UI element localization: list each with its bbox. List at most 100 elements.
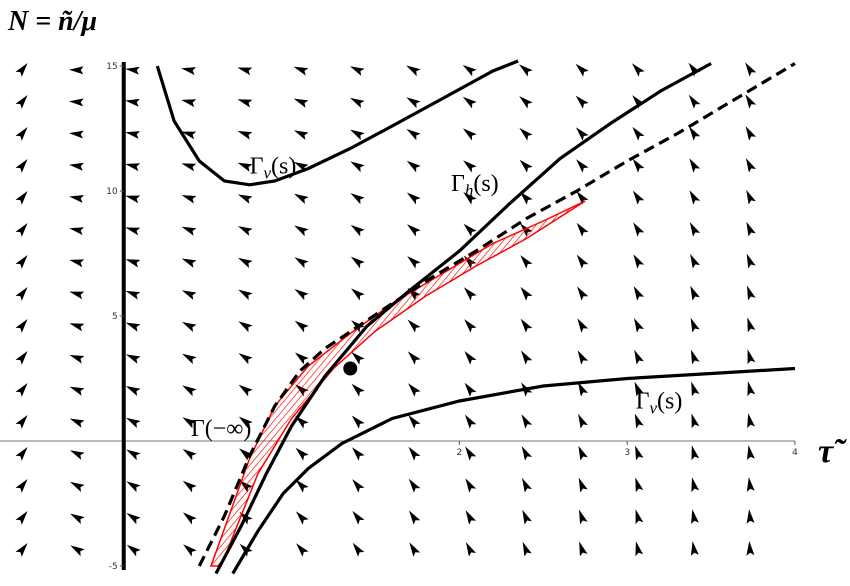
curve-label: Γh(s) (451, 171, 499, 200)
field-arrow (126, 449, 141, 461)
field-arrow (237, 194, 253, 204)
field-arrow (69, 259, 85, 268)
field-arrow (522, 477, 532, 493)
field-arrow (465, 478, 477, 493)
y-tick-label: 10 (106, 187, 118, 197)
field-arrow (352, 479, 365, 493)
field-arrow (126, 513, 141, 525)
field-arrow (182, 480, 197, 493)
field-arrow (125, 195, 141, 204)
field-arrow (125, 98, 140, 107)
curve-1 (155, 59, 519, 187)
field-arrow (15, 383, 28, 397)
field-arrow (238, 321, 253, 333)
field-arrow (578, 477, 588, 493)
field-arrow (408, 415, 421, 429)
axes: 2 3 4 -5 5 10 15 (0, 62, 798, 572)
field-arrow (746, 541, 755, 556)
field-arrow (69, 162, 84, 171)
field-arrow (182, 353, 197, 365)
field-arrow (689, 126, 701, 141)
field-arrow (462, 128, 477, 141)
field-arrow (407, 224, 421, 237)
field-arrow (351, 383, 365, 397)
field-arrow (69, 355, 85, 364)
field-arrow (689, 222, 701, 237)
x-tick-label: 4 (792, 448, 798, 458)
field-arrow (465, 542, 476, 557)
field-arrow (691, 509, 699, 524)
field-arrow (125, 66, 140, 75)
field-arrow (578, 445, 588, 461)
field-arrow (182, 417, 197, 429)
field-arrow (294, 257, 309, 269)
field-arrow (350, 161, 365, 173)
field-arrow (579, 509, 588, 525)
curve-2 (214, 62, 712, 575)
field-arrow (464, 414, 477, 429)
field-arrow (745, 126, 757, 141)
field-arrow (462, 96, 477, 109)
field-arrow (238, 289, 253, 301)
field-arrow (238, 384, 253, 397)
field-arrow (15, 415, 28, 429)
field-arrow (70, 513, 85, 525)
field-arrow (126, 544, 141, 557)
field-arrow (181, 258, 197, 268)
field-arrow (632, 63, 645, 77)
field-arrow (634, 349, 644, 365)
field-arrow (688, 94, 701, 109)
field-arrow (746, 189, 756, 205)
field-arrow (15, 287, 28, 301)
vector-field (15, 62, 757, 557)
field-arrow (237, 99, 253, 108)
field-arrow (578, 413, 588, 429)
field-arrow (408, 478, 421, 493)
field-arrow (688, 62, 701, 77)
field-arrow (295, 479, 309, 493)
field-arrow (182, 512, 197, 525)
field-arrow (463, 192, 477, 205)
field-arrow (691, 381, 700, 397)
field-arrow (293, 162, 309, 172)
field-arrow (15, 255, 28, 269)
field-arrow (125, 259, 141, 268)
field-arrow (746, 253, 756, 269)
field-arrow (575, 127, 589, 141)
field-arrow (69, 130, 84, 139)
field-arrow (237, 131, 253, 140)
field-arrow (352, 542, 365, 557)
field-arrow (239, 448, 253, 461)
field-arrow (181, 67, 197, 75)
fixed-point (343, 361, 358, 376)
field-arrow (632, 126, 645, 141)
field-arrow (691, 413, 700, 429)
field-arrow (635, 541, 644, 557)
field-arrow (463, 223, 477, 237)
field-arrow (125, 290, 141, 300)
curve-4 (197, 62, 796, 567)
field-arrow (15, 511, 28, 525)
field-arrow (294, 193, 309, 205)
field-arrow (519, 191, 533, 205)
field-arrow (350, 224, 365, 237)
field-arrow (520, 318, 533, 333)
field-arrow (575, 95, 589, 109)
field-arrow (351, 415, 365, 429)
field-arrow (125, 163, 141, 172)
field-arrow (520, 255, 533, 269)
field-arrow (183, 544, 197, 557)
field-arrow (465, 446, 477, 461)
shaded-area (209, 200, 586, 567)
field-arrow (15, 319, 28, 333)
y-tick-label: 15 (106, 62, 117, 72)
field-arrow (634, 318, 644, 333)
field-arrow (69, 418, 85, 428)
field-arrow (634, 413, 644, 429)
field-arrow (464, 319, 477, 333)
field-arrow (181, 290, 197, 300)
field-arrow (690, 253, 700, 269)
field-arrow (635, 445, 644, 461)
field-arrow (519, 96, 533, 109)
field-arrow (745, 62, 757, 77)
